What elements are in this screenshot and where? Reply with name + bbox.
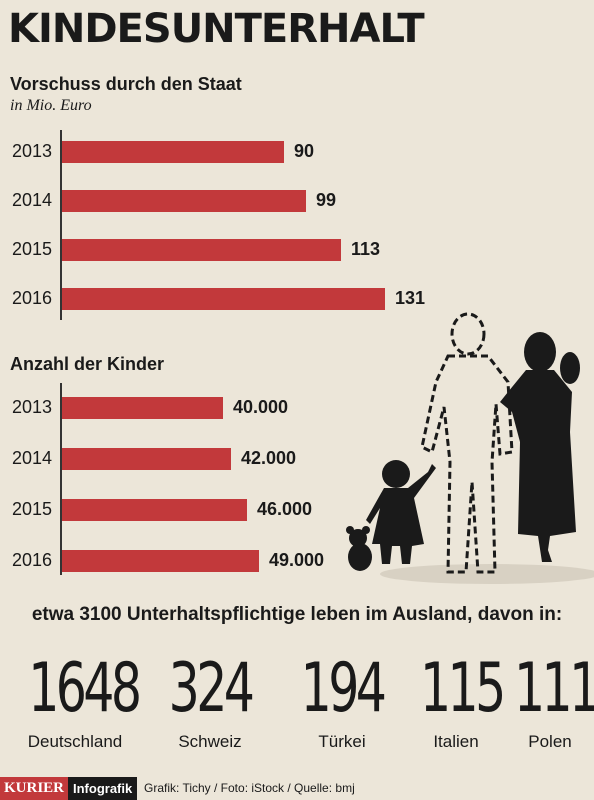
country-count: 324 bbox=[168, 649, 255, 728]
bar bbox=[62, 448, 231, 470]
country-name: Polen bbox=[528, 732, 572, 751]
value-label: 131 bbox=[395, 288, 426, 308]
bar bbox=[62, 397, 223, 419]
value-label: 90 bbox=[294, 141, 315, 161]
country-count: 194 bbox=[300, 649, 387, 728]
country-count: 115 bbox=[420, 649, 506, 728]
abroad-title: etwa 3100 Unterhaltspflichtige leben im … bbox=[31, 604, 563, 625]
bar bbox=[62, 499, 247, 521]
chart1-title: Vorschuss durch den Staat bbox=[10, 74, 242, 94]
brand-suffix: Infografik bbox=[68, 777, 138, 800]
country-count: 1648 bbox=[28, 649, 142, 728]
country-name: Türkei bbox=[318, 732, 366, 751]
page-title: KINDESUNTERHALT bbox=[8, 6, 425, 52]
country-item: 194 Türkei bbox=[282, 648, 402, 752]
value-label: 49.000 bbox=[269, 550, 325, 570]
credit-line: Grafik: Tichy / Foto: iStock / Quelle: b… bbox=[144, 781, 355, 795]
year-label: 2016 bbox=[12, 550, 53, 570]
bar bbox=[62, 141, 284, 163]
country-item: 115 Italien bbox=[406, 648, 506, 752]
year-label: 2015 bbox=[12, 239, 53, 259]
year-label: 2013 bbox=[12, 141, 53, 161]
chart1-axis bbox=[60, 130, 62, 320]
country-name: Deutschland bbox=[27, 732, 123, 751]
footer: KURIER Infografik Grafik: Tichy / Foto: … bbox=[0, 777, 594, 800]
value-label: 40.000 bbox=[233, 397, 289, 417]
country-item: 324 Schweiz bbox=[150, 648, 270, 752]
year-label: 2014 bbox=[12, 448, 53, 468]
value-label: 113 bbox=[351, 239, 381, 259]
year-label: 2014 bbox=[12, 190, 53, 210]
country-item: 1648 Deutschland bbox=[10, 648, 142, 752]
country-name: Schweiz bbox=[178, 732, 242, 751]
year-label: 2016 bbox=[12, 288, 53, 308]
country-name: Italien bbox=[433, 732, 479, 751]
bar bbox=[62, 550, 259, 572]
year-label: 2015 bbox=[12, 499, 53, 519]
country-count: 111 bbox=[514, 649, 594, 728]
chart2-axis bbox=[60, 383, 62, 575]
country-list: 1648 Deutschland 324 Schweiz 194 Türkei … bbox=[0, 648, 594, 758]
brand-logo: KURIER bbox=[0, 777, 69, 800]
bar bbox=[62, 239, 341, 261]
country-item: 111 Polen bbox=[500, 648, 594, 752]
chart1-subtitle: in Mio. Euro bbox=[10, 97, 92, 114]
value-label: 99 bbox=[316, 190, 337, 210]
bar bbox=[62, 288, 385, 310]
family-silhouette-illustration bbox=[346, 312, 594, 584]
value-label: 42.000 bbox=[241, 448, 297, 468]
chart2-title: Anzahl der Kinder bbox=[10, 354, 165, 374]
bar bbox=[62, 190, 306, 212]
value-label: 46.000 bbox=[257, 499, 313, 519]
year-label: 2013 bbox=[12, 397, 53, 417]
